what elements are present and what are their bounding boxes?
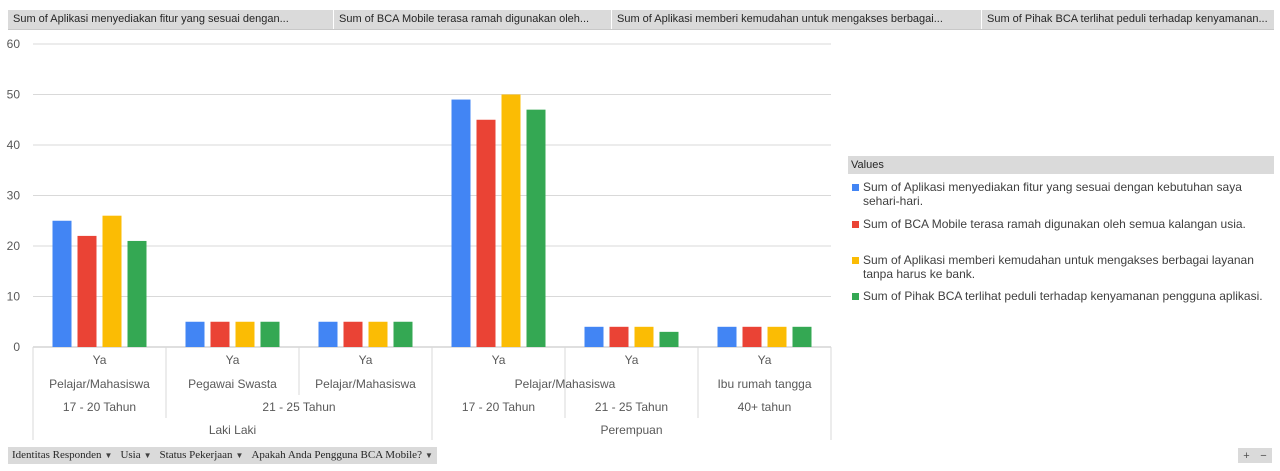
bar <box>526 109 546 348</box>
axis-field-label: Usia <box>120 449 141 461</box>
category-label-level-4: Perempuan <box>600 423 662 437</box>
bar <box>634 326 654 347</box>
value-field-button-1[interactable]: Sum of Aplikasi menyediakan fitur yang s… <box>8 10 334 29</box>
legend-swatch-icon <box>852 184 859 191</box>
collapse-field-button[interactable]: − <box>1260 449 1267 462</box>
y-tick-label: 40 <box>7 138 21 152</box>
legend-label: Sum of Aplikasi menyediakan fitur yang s… <box>863 180 1242 208</box>
bar <box>767 326 787 347</box>
dropdown-arrow-icon: ▼ <box>235 451 244 460</box>
y-tick-label: 0 <box>13 340 20 354</box>
legend-item-4[interactable]: Sum of Pihak BCA terlihat peduli terhada… <box>852 289 1270 303</box>
bar <box>476 119 496 347</box>
legend-label: Sum of Pihak BCA terlihat peduli terhada… <box>863 289 1263 303</box>
category-label-level-3: 17 - 20 Tahun <box>63 400 136 414</box>
y-tick-label: 50 <box>7 88 21 102</box>
pivot-value-fields-bar: Sum of Aplikasi menyediakan fitur yang s… <box>8 10 1274 30</box>
legend-swatch-icon <box>852 257 859 264</box>
value-field-button-3[interactable]: Sum of Aplikasi memberi kemudahan untuk … <box>612 10 982 29</box>
axis-field-label: Status Pekerjaan <box>159 449 233 461</box>
axis-field-button-identitas[interactable]: Identitas Responden ▼ <box>8 447 116 464</box>
bar <box>368 321 388 347</box>
legend-swatch-icon <box>852 221 859 228</box>
legend-item-3[interactable]: Sum of Aplikasi memberi kemudahan untuk … <box>852 253 1270 281</box>
bar <box>659 331 679 347</box>
value-field-button-2[interactable]: Sum of BCA Mobile terasa ramah digunakan… <box>334 10 612 29</box>
y-tick-label: 30 <box>7 189 21 203</box>
category-label-level-4: Laki Laki <box>209 423 256 437</box>
axis-field-button-usia[interactable]: Usia ▼ <box>116 447 155 464</box>
legend-label: Sum of Aplikasi memberi kemudahan untuk … <box>863 253 1254 281</box>
bar <box>260 321 280 347</box>
bar <box>235 321 255 347</box>
bar <box>77 235 97 347</box>
bar <box>127 240 147 347</box>
bar <box>792 326 812 347</box>
bar <box>185 321 205 347</box>
chart-legend: Values Sum of Aplikasi menyediakan fitur… <box>848 156 1274 303</box>
axis-field-button-status[interactable]: Status Pekerjaan ▼ <box>156 447 248 464</box>
pivot-bar-chart: 0 10 20 30 40 50 60 Ya Ya Ya Ya Ya Ya Pelajar/Mahasis… <box>7 37 832 440</box>
category-label-level-1: Ya <box>226 353 240 367</box>
dropdown-arrow-icon: ▼ <box>104 451 113 460</box>
y-tick-label: 10 <box>7 290 21 304</box>
axis-field-label: Apakah Anda Pengguna BCA Mobile? <box>251 449 422 461</box>
bar <box>451 99 471 347</box>
bar <box>742 326 762 347</box>
bar <box>609 326 629 347</box>
bar <box>210 321 230 347</box>
y-tick-label: 20 <box>7 239 21 253</box>
category-label-level-1: Ya <box>359 353 373 367</box>
category-label-level-3: 17 - 20 Tahun <box>462 400 535 414</box>
legend-item-1[interactable]: Sum of Aplikasi menyediakan fitur yang s… <box>852 180 1270 208</box>
category-label-level-1: Ya <box>625 353 639 367</box>
legend-title: Values <box>848 156 1274 174</box>
category-label-level-2: Pelajar/Mahasiswa <box>315 377 416 391</box>
y-tick-label: 60 <box>7 37 21 51</box>
bar <box>52 220 72 347</box>
expand-collapse-controls: + − <box>1238 448 1272 463</box>
bar <box>584 326 604 347</box>
bar <box>501 94 521 347</box>
axis-field-label: Identitas Responden <box>12 449 102 461</box>
category-label-level-2: Pelajar/Mahasiswa <box>49 377 150 391</box>
legend-label: Sum of BCA Mobile terasa ramah digunakan… <box>863 217 1246 231</box>
category-label-level-1: Ya <box>758 353 772 367</box>
category-label-level-3: 40+ tahun <box>738 400 792 414</box>
category-label-level-2: Pegawai Swasta <box>188 377 277 391</box>
bar <box>393 321 413 347</box>
dropdown-arrow-icon: ▼ <box>424 451 433 460</box>
legend-swatch-icon <box>852 293 859 300</box>
bar <box>343 321 363 347</box>
category-label-level-3: 21 - 25 Tahun <box>595 400 668 414</box>
bar <box>717 326 737 347</box>
category-label-level-1: Ya <box>492 353 506 367</box>
category-label-level-3: 21 - 25 Tahun <box>262 400 335 414</box>
category-label-level-2: Ibu rumah tangga <box>717 377 811 391</box>
dropdown-arrow-icon: ▼ <box>143 451 152 460</box>
category-label-level-1: Ya <box>93 353 107 367</box>
pivot-axis-fields-bar: Identitas Responden ▼ Usia ▼ Status Pekerj… <box>8 447 437 464</box>
legend-item-2[interactable]: Sum of BCA Mobile terasa ramah digunakan… <box>852 217 1270 231</box>
axis-field-button-pengguna[interactable]: Apakah Anda Pengguna BCA Mobile? ▼ <box>247 447 436 464</box>
bar <box>102 215 122 347</box>
expand-field-button[interactable]: + <box>1243 449 1250 462</box>
bar <box>318 321 338 347</box>
value-field-button-4[interactable]: Sum of Pihak BCA terlihat peduli terhada… <box>987 13 1268 25</box>
